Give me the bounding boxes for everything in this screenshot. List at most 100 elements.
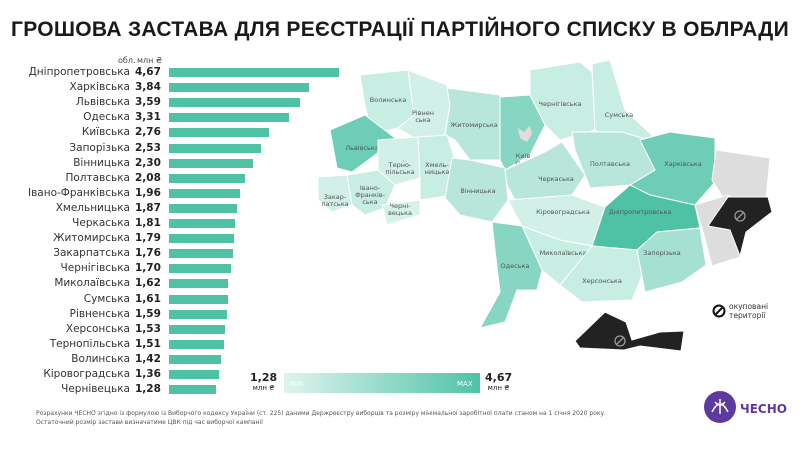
category-label: Дніпропетровська bbox=[28, 66, 130, 78]
region-label: Франків- bbox=[355, 191, 386, 199]
region-label: Херсонська bbox=[582, 277, 622, 285]
category-label: Чернігівська bbox=[60, 262, 130, 275]
chart-title: ГРОШОВА ЗАСТАВА ДЛЯ РЕЄСТРАЦІЇ ПАРТІЙНОГ… bbox=[11, 18, 789, 41]
value-label: 1,96 bbox=[135, 186, 161, 199]
value-label: 1,42 bbox=[135, 352, 161, 365]
category-label: Полтавська bbox=[65, 171, 130, 184]
legend-max-value: 4,67 млн ₴ bbox=[485, 371, 513, 393]
region-label: Волинська bbox=[370, 96, 406, 104]
prohibited-icon bbox=[734, 210, 746, 222]
footnote-line-1: Розрахунки ЧЕСНО згідно із формулою із В… bbox=[36, 410, 606, 417]
region-label: Івано- bbox=[360, 184, 381, 192]
category-label: Харківська bbox=[69, 81, 130, 94]
category-label: Львівська bbox=[75, 96, 130, 109]
footnote-line-2: Остаточний розмір застави визначатиме ЦВ… bbox=[36, 419, 263, 426]
region-label: Львівська bbox=[345, 144, 379, 152]
value-label: 1,81 bbox=[135, 217, 161, 229]
value-label: 1,28 bbox=[135, 383, 161, 396]
region-cherniv bbox=[381, 199, 421, 226]
region-label: Вінницька bbox=[460, 187, 495, 195]
value-label: 2,76 bbox=[135, 126, 161, 139]
region-label: ська bbox=[362, 198, 377, 206]
legend-max-number: 4,67 bbox=[485, 371, 513, 384]
category-label: Запорізька bbox=[69, 141, 130, 154]
bar bbox=[169, 249, 234, 259]
bar bbox=[169, 354, 221, 364]
region-label: вецька bbox=[388, 209, 412, 217]
prohibited-icon bbox=[712, 304, 726, 318]
region-label: Київ bbox=[516, 152, 531, 160]
region-label: Чернігівська bbox=[538, 100, 581, 108]
bar bbox=[169, 294, 228, 304]
region-label: Дніпропетровська bbox=[609, 208, 672, 216]
value-label: 1,51 bbox=[135, 337, 161, 350]
bar bbox=[169, 203, 238, 213]
legend-min-unit: млн ₴ bbox=[252, 384, 275, 392]
bar bbox=[169, 173, 245, 183]
category-label: Івано-Франківська bbox=[28, 186, 130, 199]
bar bbox=[169, 264, 231, 274]
value-label: 1,70 bbox=[135, 262, 161, 275]
category-label: Житомирська bbox=[53, 232, 130, 245]
bar bbox=[169, 339, 224, 349]
value-label: 3,31 bbox=[135, 111, 161, 124]
region-label: Терно- bbox=[388, 161, 412, 169]
region-label: Черкаська bbox=[538, 175, 574, 183]
value-label: 1,59 bbox=[135, 307, 161, 320]
legend-min-label: MIN bbox=[290, 380, 304, 388]
category-label: Київська bbox=[81, 126, 130, 139]
value-label: 1,62 bbox=[135, 277, 161, 290]
bar bbox=[169, 385, 216, 395]
region-label: Сумська bbox=[605, 111, 634, 119]
region-label: Миколаївська bbox=[540, 249, 587, 257]
prohibited-icon bbox=[614, 335, 626, 347]
unit-header: млн ₴ bbox=[137, 56, 163, 65]
bar bbox=[169, 309, 227, 319]
value-label: 4,67 bbox=[135, 66, 161, 78]
region-label: Хмель- bbox=[425, 161, 449, 169]
value-label: 1,53 bbox=[135, 322, 161, 335]
category-label: Черкаська bbox=[72, 217, 130, 229]
region-cherkasy bbox=[504, 141, 586, 201]
value-label: 1,61 bbox=[135, 292, 161, 305]
region-label: Одеська bbox=[501, 262, 530, 270]
region-header: обл. bbox=[118, 56, 136, 65]
bar bbox=[169, 113, 290, 123]
bar bbox=[169, 143, 262, 153]
bar bbox=[169, 188, 241, 198]
region-lviv bbox=[329, 114, 396, 173]
value-label: 3,84 bbox=[135, 81, 161, 94]
region-label: ницька bbox=[425, 168, 450, 176]
legend-gradient bbox=[284, 373, 480, 393]
chesno-logo-icon bbox=[704, 391, 736, 423]
occupied-legend: окуповані території bbox=[712, 302, 768, 320]
region-label: Полтавська bbox=[590, 160, 630, 168]
category-label: Сумська bbox=[83, 292, 130, 305]
ukraine-map: ВолинськаРівненськаЖитомирськаКиївськаЧе… bbox=[317, 59, 773, 352]
category-label: Хмельницька bbox=[55, 201, 130, 214]
region-label: пільська bbox=[385, 168, 414, 176]
category-label: Волинська bbox=[71, 352, 130, 365]
category-label: Чернівецька bbox=[61, 383, 130, 396]
bar bbox=[169, 234, 235, 244]
region-label: Житомирська bbox=[450, 121, 498, 129]
value-label: 3,59 bbox=[135, 96, 161, 109]
value-label: 1,76 bbox=[135, 247, 161, 260]
bar bbox=[169, 158, 253, 168]
region-donetsk-occupied bbox=[707, 196, 773, 258]
bar bbox=[169, 128, 270, 138]
region-label: Закар- bbox=[324, 193, 347, 201]
region-ternopil bbox=[377, 136, 421, 186]
value-label: 2,08 bbox=[135, 171, 161, 184]
occupied-label-1: окуповані bbox=[729, 302, 769, 311]
bar-chart: Дніпропетровська 4,67 Харківська 3,84 Львівс… bbox=[0, 0, 360, 400]
value-label: 2,30 bbox=[135, 156, 161, 169]
bar bbox=[169, 83, 309, 93]
legend-max-unit: млн ₴ bbox=[487, 384, 510, 392]
value-label: 1,79 bbox=[135, 232, 161, 245]
region-crimea-occupied bbox=[574, 311, 685, 352]
region-zaporizhzhia bbox=[636, 227, 707, 293]
category-label: Вінницька bbox=[73, 156, 130, 169]
legend-min-number: 1,28 bbox=[250, 371, 278, 384]
footnote: Розрахунки ЧЕСНО згідно із формулою із В… bbox=[36, 409, 606, 427]
